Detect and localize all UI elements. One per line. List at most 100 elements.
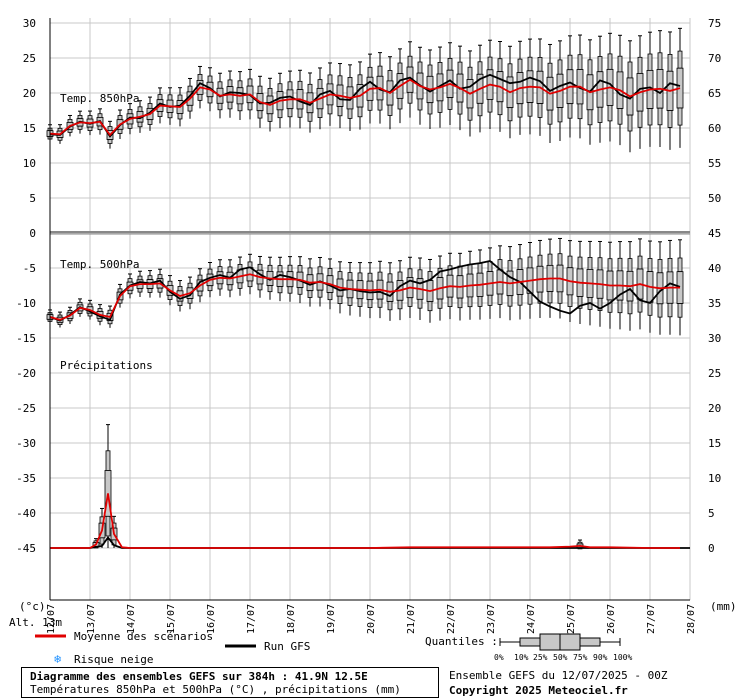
box-outer — [247, 102, 253, 111]
chart-axes: 302520151050-5-10-15-20-25-30-35-40-4575… — [16, 17, 721, 634]
box-outer — [557, 291, 563, 304]
box-outer — [107, 139, 113, 144]
y-tick-label-left: -25 — [16, 402, 36, 415]
diagram-subtitle: Températures 850hPa et 500hPa (°C) , pré… — [30, 683, 401, 696]
box-outer — [547, 62, 553, 78]
box-outer — [97, 317, 103, 322]
box-outer — [297, 80, 303, 91]
box-outer — [447, 97, 453, 110]
box-outer — [507, 295, 513, 307]
box-outer — [67, 317, 73, 322]
box-outer — [217, 266, 223, 273]
box-outer — [447, 58, 453, 71]
chart-boxes — [46, 27, 684, 550]
box-outer — [667, 302, 673, 318]
box-outer — [527, 102, 533, 117]
box-outer — [237, 80, 243, 89]
box-outer — [627, 61, 633, 79]
box-outer — [337, 295, 343, 304]
box-outer — [87, 115, 93, 120]
y-tick-label-right: 20 — [708, 402, 721, 415]
quantile-label: 10% — [514, 653, 529, 662]
x-tick-label: 19/07 — [326, 604, 337, 634]
box-outer — [527, 292, 533, 305]
x-tick-label: 20/07 — [366, 604, 377, 634]
box-outer — [407, 91, 413, 104]
quantile-key — [499, 633, 621, 651]
panel-title-precip: Précipitations — [60, 359, 153, 372]
box-outer — [517, 103, 523, 118]
box-outer — [277, 286, 283, 294]
box-outer — [157, 287, 163, 293]
box-outer — [437, 298, 443, 309]
y-tick-label-right: 55 — [708, 157, 721, 170]
x-tick-label: 13/07 — [86, 604, 97, 634]
mean-line — [50, 493, 680, 549]
box-outer — [247, 280, 253, 288]
box-outer — [547, 253, 553, 266]
box-outer — [167, 94, 173, 101]
altitude-label: Alt. 13m — [9, 616, 62, 629]
x-tick-label: 24/07 — [526, 604, 537, 634]
box-outer — [607, 299, 613, 313]
box-outer — [647, 53, 653, 71]
box-outer — [477, 296, 483, 307]
box-outer — [105, 450, 111, 471]
box-outer — [117, 288, 123, 293]
y-tick-label-left: 10 — [23, 157, 36, 170]
box-outer — [577, 256, 583, 270]
box-outer — [407, 297, 413, 307]
box-outer — [137, 287, 143, 293]
box-outer — [517, 294, 523, 306]
box-outer — [427, 64, 433, 77]
box-outer — [627, 114, 633, 132]
box-outer — [267, 285, 273, 293]
legend-gfs-label: Run GFS — [264, 640, 310, 653]
box-outer — [567, 294, 573, 307]
box-outer — [307, 267, 313, 276]
box-outer — [57, 321, 63, 325]
box-outer — [557, 59, 563, 75]
y-tick-label-right: 5 — [708, 507, 715, 520]
box-outer — [147, 275, 153, 280]
box-outer — [397, 62, 403, 75]
y-tick-label-left: -45 — [16, 542, 36, 555]
box-outer — [347, 297, 353, 306]
box-outer — [337, 75, 343, 86]
box-outer — [187, 298, 193, 304]
box-outer — [477, 102, 483, 117]
box-outer — [537, 103, 543, 118]
box-outer — [627, 258, 633, 272]
box-outer — [187, 282, 193, 289]
box-outer — [387, 273, 393, 283]
box-outer — [137, 121, 143, 128]
box-outer — [457, 61, 463, 75]
box-outer — [227, 101, 233, 110]
box-outer — [257, 110, 263, 119]
box-outer — [517, 58, 523, 73]
box-outer — [577, 296, 583, 309]
box-outer — [327, 268, 333, 277]
box-outer — [267, 264, 273, 272]
box-outer — [67, 119, 73, 123]
box-outer — [317, 266, 323, 275]
box-outer — [567, 103, 573, 119]
quantile-label: 100% — [613, 653, 632, 662]
legend-mean-label: Moyenne des scénarios — [74, 630, 213, 643]
legend-quantiles-label: Quantiles : — [425, 635, 498, 648]
box-outer — [577, 54, 583, 70]
box-outer — [257, 283, 263, 291]
box-outer — [277, 265, 283, 273]
box-outer — [107, 126, 113, 131]
x-tick-label: 21/07 — [406, 604, 417, 634]
box-outer — [677, 257, 683, 273]
box-outer — [287, 264, 293, 273]
box-outer — [477, 61, 483, 75]
box-outer — [597, 257, 603, 271]
box-outer — [77, 310, 83, 314]
box-outer — [617, 299, 623, 314]
box-outer — [57, 127, 63, 132]
footer-box: Diagramme des ensembles GEFS sur 384h : … — [21, 667, 439, 698]
box-outer — [157, 94, 163, 101]
x-tick-label: 14/07 — [126, 604, 137, 634]
